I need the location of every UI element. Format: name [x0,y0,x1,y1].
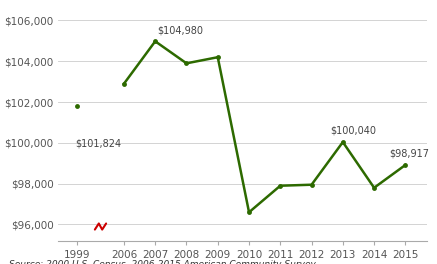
Text: $98,917: $98,917 [390,149,430,159]
Text: Source: 2000 U.S. Census, 2006-2015 American Community Survey: Source: 2000 U.S. Census, 2006-2015 Amer… [9,260,316,264]
Text: $104,980: $104,980 [157,25,203,35]
Text: $100,040: $100,040 [330,126,376,136]
Text: $101,824: $101,824 [76,138,121,148]
